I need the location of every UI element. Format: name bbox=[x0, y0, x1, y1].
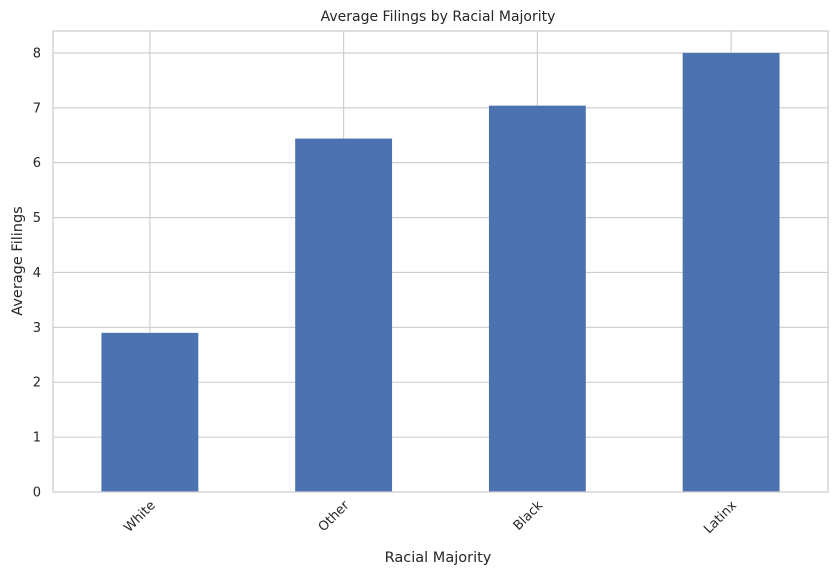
bars bbox=[101, 52, 780, 493]
x-tick-labels: White Other Black Latinx bbox=[121, 498, 740, 537]
y-tick-label: 8 bbox=[33, 46, 41, 61]
y-tick-label: 3 bbox=[33, 321, 41, 336]
x-tick-label: Black bbox=[511, 498, 547, 534]
bar-white bbox=[101, 332, 199, 492]
x-axis-label: Racial Majority bbox=[385, 550, 492, 566]
x-tick-label: Latinx bbox=[701, 498, 740, 537]
y-tick-label: 2 bbox=[33, 376, 41, 391]
chart-title: Average Filings by Racial Majority bbox=[321, 9, 556, 25]
y-tick-label: 0 bbox=[33, 486, 41, 501]
y-tick-label: 6 bbox=[33, 156, 41, 171]
bar-other bbox=[295, 138, 393, 493]
bar-latinx bbox=[682, 52, 780, 492]
x-tick-label: White bbox=[121, 498, 158, 535]
plot-frame bbox=[52, 30, 829, 493]
y-tick-label: 5 bbox=[33, 211, 41, 226]
y-tick-label: 1 bbox=[33, 431, 41, 446]
y-tick-label: 4 bbox=[33, 266, 41, 281]
bar-black bbox=[488, 105, 586, 492]
y-tick-labels: 0 1 2 3 4 5 6 7 8 bbox=[33, 46, 41, 500]
x-tick-label: Other bbox=[316, 498, 353, 535]
y-tick-label: 7 bbox=[33, 101, 41, 116]
y-axis-label: Average Filings bbox=[10, 206, 26, 315]
